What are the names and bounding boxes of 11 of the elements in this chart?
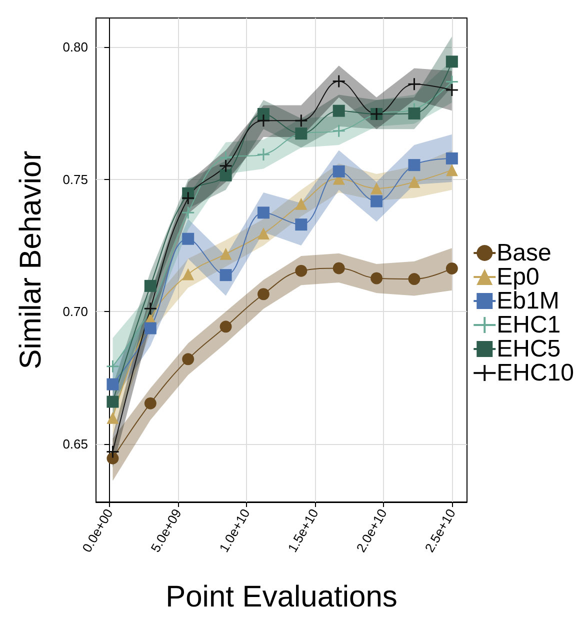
legend-label: EHC10 — [496, 360, 574, 386]
x-axis-title: Point Evaluations — [166, 580, 398, 614]
y-tick-label: 0.75 — [62, 172, 88, 187]
y-axis-title: Similar Behavior — [14, 150, 48, 370]
y-tick-label: 0.65 — [62, 436, 88, 452]
legend-label: EHC1 — [496, 312, 561, 338]
y-tick-label: 0.70 — [62, 304, 88, 320]
legend-label: Base — [496, 240, 552, 266]
legend-label: EHC5 — [496, 336, 561, 362]
legend-label: Ep0 — [496, 264, 540, 290]
y-tick-label: 0.80 — [62, 40, 88, 55]
